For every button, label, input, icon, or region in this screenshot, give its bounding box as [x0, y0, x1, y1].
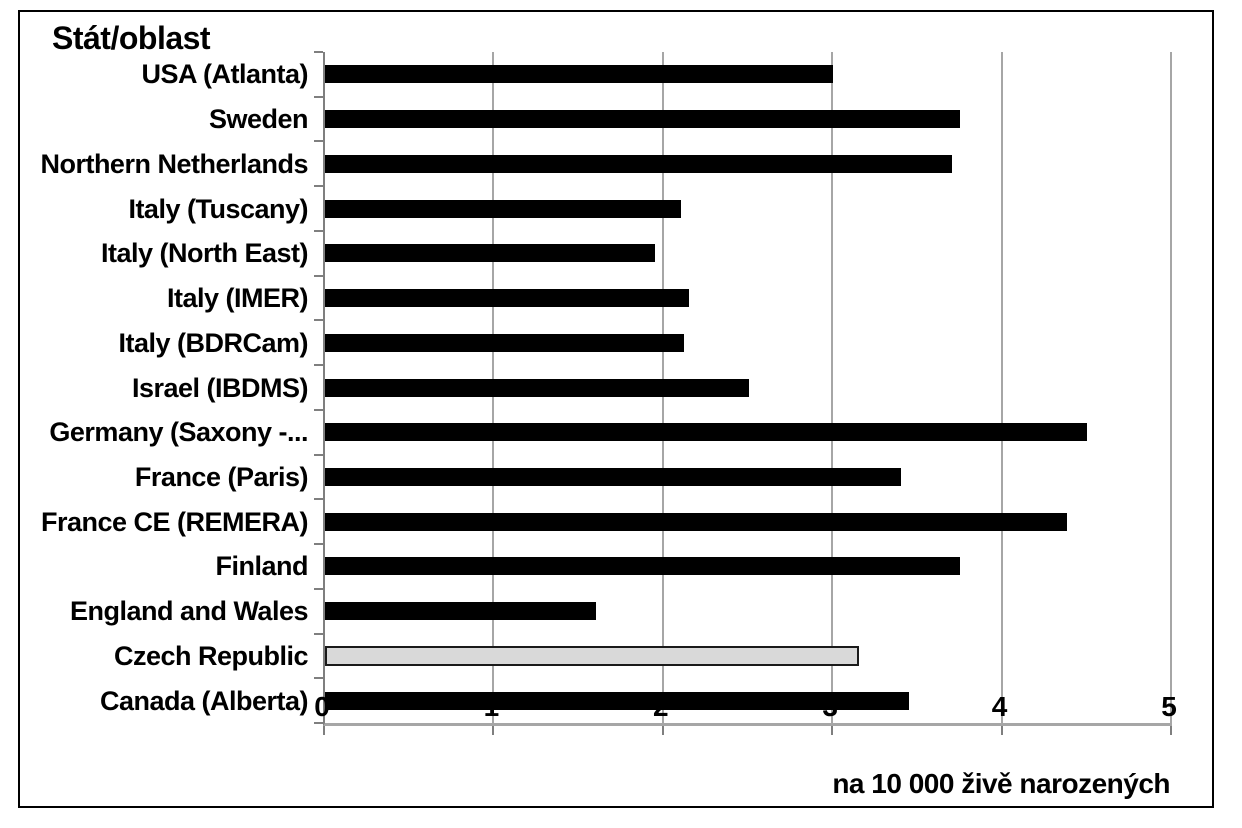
category-label: Germany (Saxony -... — [49, 417, 308, 448]
x-tick-label: 2 — [653, 691, 669, 722]
category-label: France CE (REMERA) — [40, 506, 309, 537]
y-axis-tick — [314, 498, 323, 500]
y-axis-tick — [314, 633, 323, 635]
bar — [325, 199, 681, 218]
y-axis-tick — [314, 722, 323, 724]
x-tick-label: 3 — [822, 691, 838, 722]
bar — [325, 423, 1088, 442]
y-axis-tick — [314, 140, 323, 142]
category-label: Czech Republic — [113, 640, 309, 671]
bar — [325, 512, 1067, 531]
x-axis-label: na 10 000 živě narozených — [832, 768, 1170, 799]
category-label: France (Paris) — [134, 461, 309, 492]
plot-area — [314, 51, 1172, 735]
bar-highlighted — [325, 645, 859, 666]
category-label: England and Wales — [69, 596, 309, 627]
y-axis-tick — [314, 230, 323, 232]
y-axis-tick — [314, 454, 323, 456]
category-label: Italy (IMER) — [166, 283, 309, 314]
bar — [325, 110, 961, 129]
category-label: Canada (Alberta) — [99, 685, 309, 716]
gridline — [831, 52, 834, 723]
category-label: Israel (IBDMS) — [131, 372, 309, 403]
y-axis-tick — [314, 409, 323, 411]
bar — [325, 557, 961, 576]
y-axis-tick — [314, 51, 323, 53]
bar — [325, 467, 901, 486]
x-axis-tick — [323, 726, 325, 735]
bar — [325, 154, 952, 173]
x-axis-tick — [1170, 726, 1172, 735]
bar — [325, 289, 690, 308]
x-axis-tick — [492, 726, 495, 735]
gridline — [1170, 52, 1172, 723]
category-label: Italy (BDRCam) — [118, 327, 308, 358]
x-axis-tick — [831, 726, 834, 735]
y-axis-tick — [314, 319, 323, 321]
category-label: Finland — [215, 551, 309, 582]
y-axis-tick — [314, 96, 323, 98]
bar — [325, 333, 685, 352]
x-tick-label: 5 — [1161, 691, 1177, 722]
bar — [325, 244, 656, 263]
y-axis-tick — [314, 677, 323, 679]
category-label: Northern Netherlands — [40, 148, 308, 179]
y-axis-tick — [314, 588, 323, 590]
y-axis-tick — [314, 185, 323, 187]
y-axis-tick — [314, 364, 323, 366]
bar — [325, 602, 597, 621]
category-label: Sweden — [208, 104, 309, 135]
chart-title: Stát/oblast — [52, 20, 211, 56]
category-label: USA (Atlanta) — [141, 59, 309, 90]
bar — [325, 691, 910, 710]
x-axis-tick — [1000, 726, 1003, 735]
chart-frame-border — [18, 10, 1214, 808]
x-tick-label: 0 — [314, 691, 330, 722]
gridline — [1000, 52, 1003, 723]
x-axis-tick — [661, 726, 664, 735]
x-tick-label: 1 — [483, 691, 500, 722]
category-label: Italy (Tuscany) — [128, 193, 308, 224]
category-label: Italy (North East) — [100, 238, 309, 269]
y-axis-tick — [314, 275, 323, 277]
bar — [325, 378, 749, 397]
y-axis-tick — [314, 543, 323, 545]
bar — [325, 65, 834, 84]
x-tick-label: 4 — [991, 691, 1008, 722]
